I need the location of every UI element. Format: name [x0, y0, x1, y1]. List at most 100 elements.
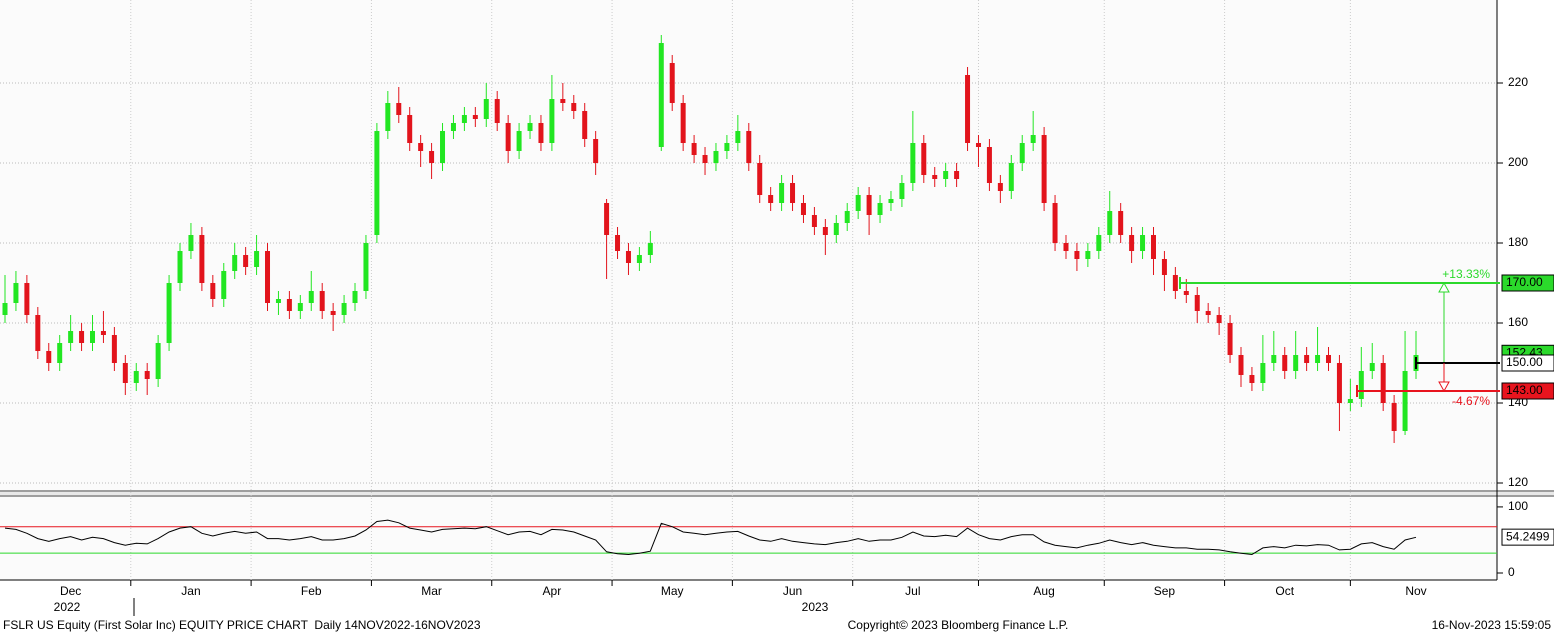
candle-body: [986, 147, 992, 183]
candle-body: [100, 331, 106, 335]
candle-body: [90, 331, 96, 343]
candle-body: [560, 99, 566, 103]
candle-body: [243, 255, 249, 267]
candle-body: [768, 195, 774, 203]
candle-body: [35, 315, 41, 351]
candle-body: [582, 111, 588, 139]
candle-body: [975, 143, 981, 147]
candle-body: [396, 103, 402, 115]
level-box: [1501, 274, 1554, 292]
candle-body: [997, 183, 1003, 191]
x-tick-label: Nov: [1405, 584, 1426, 598]
candle-body: [374, 131, 380, 235]
candle-body: [1030, 135, 1036, 143]
rsi-panel: [0, 497, 1497, 580]
candle-body: [308, 291, 314, 303]
candle-body: [800, 203, 806, 215]
candle-body: [593, 139, 599, 163]
candle-body: [888, 199, 894, 203]
candle-body: [1315, 355, 1321, 363]
candle-body: [155, 343, 161, 379]
candle-body: [954, 171, 960, 179]
candle-body: [691, 143, 697, 155]
candle-body: [1282, 355, 1288, 371]
year-label: 2023: [802, 600, 829, 614]
candle-body: [615, 235, 621, 251]
candle-body: [1380, 363, 1386, 403]
candle-body: [254, 251, 260, 267]
candle-body: [571, 103, 577, 111]
footer-right: 16-Nov-2023 15:59:05: [1432, 618, 1552, 632]
candle-body: [1238, 355, 1244, 375]
candle-body: [1391, 403, 1397, 431]
x-tick-label: Aug: [1033, 584, 1054, 598]
x-tick-label: Jan: [181, 584, 200, 598]
candle-body: [188, 235, 194, 251]
candle-body: [1205, 311, 1211, 315]
x-tick-label: Oct: [1275, 584, 1294, 598]
candle-body: [1271, 355, 1277, 363]
candle-body: [111, 335, 117, 363]
candle-body: [79, 331, 85, 343]
candle-body: [877, 203, 883, 215]
candle-body: [1107, 211, 1113, 235]
candle-body: [68, 331, 74, 343]
candle-body: [910, 143, 916, 183]
candle-body: [790, 183, 796, 203]
y-tick-label: 220: [1508, 75, 1528, 89]
candle-body: [319, 291, 325, 311]
rsi-line: [4, 519, 1417, 556]
level-label: 150.00: [1506, 355, 1543, 369]
candle-body: [352, 291, 358, 303]
candle-body: [494, 99, 500, 123]
candle-body: [1008, 163, 1014, 191]
level-box: [1501, 354, 1554, 372]
y-tick-label: 160: [1508, 315, 1528, 329]
candle-body: [1041, 135, 1047, 203]
x-tick-label: Apr: [543, 584, 562, 598]
candle-body: [24, 283, 30, 315]
candle-body: [199, 235, 205, 283]
candle-body: [779, 183, 785, 203]
candle-body: [1129, 235, 1135, 251]
rsi-tick-label: 100: [1508, 499, 1528, 513]
candle-body: [1150, 235, 1156, 259]
candle-body: [57, 343, 63, 363]
x-tick-label: Mar: [421, 584, 442, 598]
candle-body: [1358, 371, 1364, 399]
candle-body: [1260, 363, 1266, 383]
candle-body: [122, 363, 128, 383]
y-tick-label: 180: [1508, 235, 1528, 249]
candle-body: [549, 99, 555, 143]
candle-body: [1085, 251, 1091, 259]
candle-body: [833, 223, 839, 235]
candle-body: [461, 115, 467, 123]
level-label: 170.00: [1506, 275, 1543, 289]
candle-body: [286, 299, 292, 311]
candle-body: [680, 103, 686, 143]
candle-body: [275, 299, 281, 303]
rsi-last-label: 54.2499: [1506, 529, 1550, 543]
y-tick-label: 200: [1508, 155, 1528, 169]
x-tick-label: May: [661, 584, 684, 598]
candle-body: [46, 351, 52, 363]
candle-body: [735, 131, 741, 143]
candle-body: [822, 227, 828, 235]
candle-body: [1183, 291, 1189, 295]
candle-body: [527, 123, 533, 131]
candle-body: [1249, 375, 1255, 383]
y-tick-label: 120: [1508, 475, 1528, 489]
candle-body: [450, 123, 456, 131]
candle-body: [1304, 355, 1310, 363]
candle-body: [418, 143, 424, 151]
candle-body: [604, 203, 610, 235]
candle-body: [866, 195, 872, 215]
candle-body: [1096, 235, 1102, 251]
arrow-head: [1438, 281, 1450, 293]
candle-body: [855, 195, 861, 211]
candle-body: [1227, 323, 1233, 355]
x-tick-label: Feb: [301, 584, 322, 598]
year-label: 2022: [54, 600, 81, 614]
candle-body: [636, 255, 642, 263]
candle-body: [297, 303, 303, 311]
